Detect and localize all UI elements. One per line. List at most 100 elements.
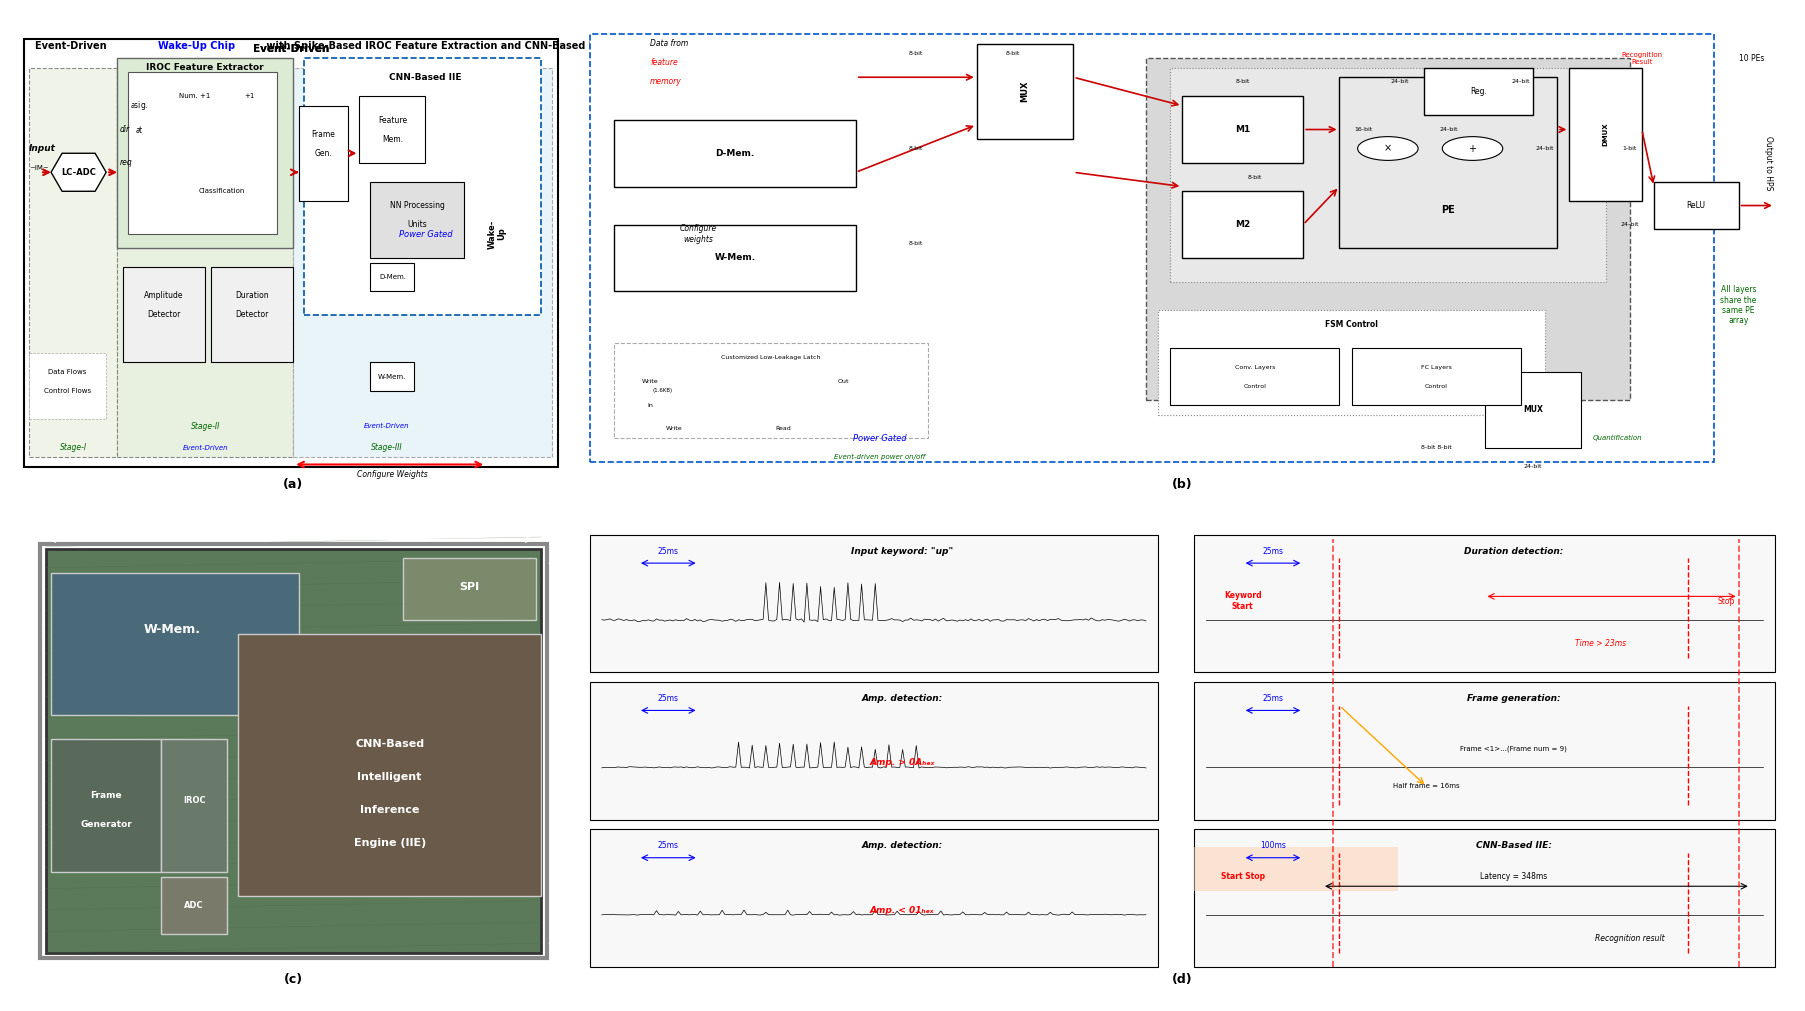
- Bar: [1182, 191, 1303, 258]
- Text: Event-Driven: Event-Driven: [365, 424, 410, 430]
- Text: 24-bit: 24-bit: [1439, 127, 1458, 132]
- Bar: [300, 106, 348, 201]
- Text: Duration: Duration: [235, 291, 269, 300]
- Text: Frame <1>...(Frame num = 9): Frame <1>...(Frame num = 9): [1460, 745, 1567, 752]
- Text: Classification: Classification: [199, 188, 245, 194]
- Text: (b): (b): [1171, 477, 1193, 490]
- Text: 24-bit: 24-bit: [1621, 222, 1639, 227]
- Text: 25ms: 25ms: [1262, 547, 1283, 556]
- Bar: [370, 362, 415, 391]
- Text: ReLU: ReLU: [1686, 201, 1706, 210]
- Text: Intelligent: Intelligent: [357, 772, 422, 782]
- Text: Duration detection:: Duration detection:: [1464, 547, 1563, 556]
- Bar: [1339, 77, 1558, 249]
- Bar: [614, 224, 856, 291]
- Text: $\partial$sig.: $\partial$sig.: [130, 99, 148, 112]
- Text: MUX: MUX: [1523, 405, 1543, 415]
- Text: PE: PE: [1442, 205, 1455, 215]
- Text: ~IM~: ~IM~: [29, 165, 49, 171]
- Text: Amp. < 01ₕₑₓ: Amp. < 01ₕₑₓ: [870, 906, 935, 915]
- Text: Amp. > 0Aₕₑₓ: Amp. > 0Aₕₑₓ: [870, 758, 935, 767]
- Bar: [305, 59, 542, 314]
- Text: Amp. detection:: Amp. detection:: [861, 694, 942, 703]
- Text: Configure
weights: Configure weights: [680, 224, 717, 244]
- Text: D-Mem.: D-Mem.: [715, 149, 754, 158]
- Bar: [1159, 310, 1545, 415]
- Text: LC-ADC: LC-ADC: [61, 168, 96, 177]
- Text: dir: dir: [119, 125, 130, 134]
- Text: (d): (d): [1171, 973, 1193, 986]
- Text: Event-Driven: Event-Driven: [34, 41, 110, 52]
- Bar: [1352, 348, 1522, 405]
- Text: 24-bit: 24-bit: [1536, 146, 1554, 151]
- Text: D-Mem.: D-Mem.: [379, 274, 406, 280]
- Text: Control: Control: [1244, 383, 1267, 388]
- Text: Generator: Generator: [79, 820, 132, 829]
- Circle shape: [1442, 136, 1504, 161]
- Text: Recognition result: Recognition result: [1596, 934, 1664, 943]
- Text: Frame generation:: Frame generation:: [1467, 694, 1561, 703]
- Text: Data from: Data from: [650, 39, 688, 49]
- Bar: [294, 68, 552, 457]
- Text: Wake-
Up: Wake- Up: [487, 219, 507, 249]
- Text: 8-bit: 8-bit: [1236, 80, 1249, 85]
- Text: Stage-I: Stage-I: [60, 444, 87, 452]
- Text: req: req: [119, 159, 132, 167]
- Text: W-Mem.: W-Mem.: [379, 374, 406, 379]
- Text: All layers
share the
same PE
array: All layers share the same PE array: [1720, 285, 1756, 326]
- Bar: [161, 877, 227, 934]
- Bar: [590, 829, 1159, 967]
- Text: Customized Low-Leakage Latch: Customized Low-Leakage Latch: [722, 355, 821, 360]
- Bar: [117, 59, 294, 249]
- Text: FSM Control: FSM Control: [1325, 319, 1377, 329]
- Text: Configure Weights: Configure Weights: [357, 469, 428, 478]
- Bar: [51, 739, 161, 871]
- Bar: [977, 44, 1074, 140]
- Text: IROC: IROC: [182, 797, 206, 805]
- Text: 25ms: 25ms: [657, 694, 679, 703]
- Text: Write: Write: [666, 427, 682, 432]
- Bar: [359, 96, 426, 163]
- Text: CNN-Based IIE:: CNN-Based IIE:: [1476, 841, 1552, 850]
- Text: Gen.: Gen.: [314, 149, 332, 158]
- Text: Inference: Inference: [359, 805, 419, 815]
- Text: Stop: Stop: [1718, 596, 1735, 606]
- Text: In: In: [648, 402, 653, 407]
- Text: 25ms: 25ms: [1262, 694, 1283, 703]
- Bar: [404, 558, 536, 620]
- Bar: [40, 544, 547, 957]
- Bar: [614, 120, 856, 186]
- Text: 8-bit: 8-bit: [1247, 175, 1262, 180]
- Bar: [238, 635, 542, 896]
- Text: M1: M1: [1235, 125, 1251, 134]
- Text: Event-Driven: Event-Driven: [253, 43, 334, 54]
- Text: Write: Write: [643, 379, 659, 384]
- Bar: [1484, 372, 1581, 448]
- Text: Event-Driven: Event-Driven: [253, 43, 334, 54]
- Bar: [128, 73, 276, 234]
- Bar: [1569, 68, 1643, 201]
- Bar: [1170, 348, 1339, 405]
- Text: 8-bit 8-bit: 8-bit 8-bit: [1421, 446, 1451, 450]
- Bar: [1195, 829, 1774, 967]
- Text: ×: ×: [1384, 144, 1392, 154]
- Bar: [1182, 96, 1303, 163]
- Text: Input: Input: [29, 144, 56, 153]
- Text: 3.5mm: 3.5mm: [558, 737, 567, 769]
- Text: Amplitude: Amplitude: [144, 291, 184, 300]
- Text: Out: Out: [838, 379, 850, 384]
- Text: 1-bit: 1-bit: [1623, 146, 1637, 151]
- Bar: [590, 682, 1159, 820]
- Bar: [45, 549, 542, 952]
- Bar: [123, 267, 206, 362]
- Text: NN Processing: NN Processing: [390, 201, 444, 210]
- Text: 16-bit: 16-bit: [1354, 127, 1374, 132]
- Text: W-Mem.: W-Mem.: [144, 623, 200, 636]
- Text: 10 PEs: 10 PEs: [1738, 54, 1763, 63]
- Text: Mem.: Mem.: [383, 134, 403, 144]
- Text: MUX: MUX: [1020, 81, 1029, 102]
- Text: W-Mem.: W-Mem.: [715, 254, 754, 262]
- Text: (1.6KB): (1.6KB): [652, 388, 671, 393]
- Text: Power Gated: Power Gated: [854, 434, 906, 443]
- Text: Input keyword: "up": Input keyword: "up": [852, 547, 953, 556]
